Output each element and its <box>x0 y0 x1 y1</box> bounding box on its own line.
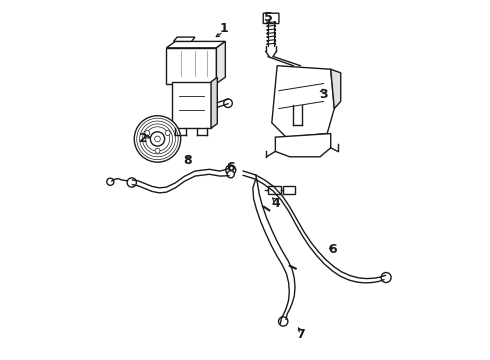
Circle shape <box>155 148 160 153</box>
Bar <box>283 186 295 194</box>
Text: 2: 2 <box>139 132 147 145</box>
Polygon shape <box>275 134 331 157</box>
Bar <box>268 186 281 194</box>
Polygon shape <box>331 69 341 109</box>
Text: 7: 7 <box>296 328 305 341</box>
Circle shape <box>381 273 391 283</box>
Text: 5: 5 <box>264 11 272 24</box>
Circle shape <box>227 171 234 178</box>
Circle shape <box>165 131 170 135</box>
Circle shape <box>224 99 232 108</box>
Circle shape <box>145 131 150 135</box>
Text: 4: 4 <box>271 197 280 210</box>
Circle shape <box>279 317 288 326</box>
Circle shape <box>127 178 136 187</box>
Circle shape <box>155 136 160 142</box>
Polygon shape <box>173 37 195 41</box>
Polygon shape <box>172 82 211 128</box>
Text: 6: 6 <box>328 243 337 256</box>
Circle shape <box>226 165 236 175</box>
Polygon shape <box>211 77 218 128</box>
Polygon shape <box>272 66 334 137</box>
Text: 8: 8 <box>184 154 192 167</box>
FancyBboxPatch shape <box>263 13 279 23</box>
Text: 6: 6 <box>226 161 235 174</box>
Polygon shape <box>217 41 225 84</box>
Text: 3: 3 <box>319 88 328 101</box>
Circle shape <box>107 178 114 185</box>
Polygon shape <box>167 48 217 84</box>
Circle shape <box>150 132 165 146</box>
Polygon shape <box>167 41 225 48</box>
Circle shape <box>134 116 181 162</box>
Text: 1: 1 <box>219 22 228 35</box>
